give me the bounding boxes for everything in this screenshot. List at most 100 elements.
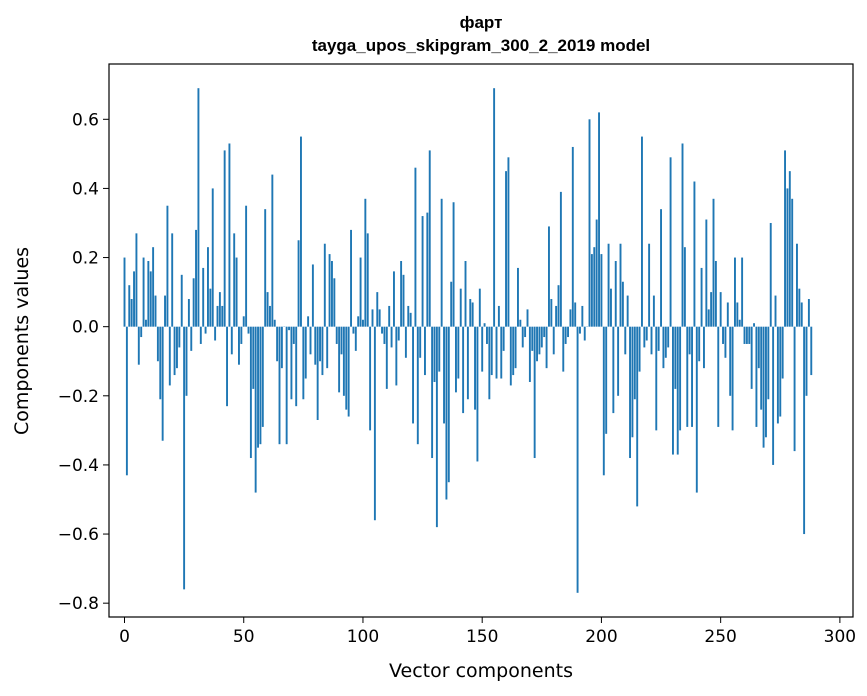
bar	[788, 171, 791, 327]
bar	[338, 326, 341, 393]
bar	[171, 233, 174, 327]
bar	[552, 326, 555, 355]
bar	[359, 257, 362, 327]
bar	[319, 326, 321, 362]
bar	[717, 326, 720, 427]
bar	[335, 326, 338, 344]
bar	[154, 295, 157, 327]
bar	[540, 326, 543, 348]
bar	[290, 326, 293, 400]
bar	[614, 261, 617, 327]
bar	[202, 267, 205, 327]
bar	[753, 323, 755, 327]
bar	[517, 267, 519, 327]
bar	[249, 326, 252, 459]
bar	[393, 271, 395, 327]
x-tick-label: 250	[704, 627, 736, 647]
bar	[168, 326, 171, 386]
bar	[369, 326, 372, 431]
bar	[166, 205, 169, 327]
bar	[493, 88, 496, 327]
bar	[383, 326, 386, 344]
bar	[571, 146, 574, 327]
bar	[748, 326, 751, 344]
bar	[593, 247, 596, 327]
bar	[602, 326, 605, 476]
bar	[636, 326, 639, 507]
bar	[264, 209, 267, 327]
bar	[450, 281, 453, 327]
bar	[416, 326, 419, 445]
bar	[185, 326, 188, 396]
bar	[569, 309, 572, 327]
bar	[197, 88, 200, 327]
bar	[762, 326, 765, 448]
bar	[531, 326, 534, 351]
bar	[271, 174, 274, 327]
bar	[548, 226, 550, 327]
bar	[734, 257, 736, 327]
bar	[228, 143, 231, 327]
bar	[328, 254, 331, 327]
bar	[311, 264, 314, 327]
bar	[781, 326, 784, 379]
bar	[133, 271, 135, 327]
bar	[233, 233, 236, 327]
bar	[791, 198, 794, 327]
bar	[497, 305, 500, 327]
bar	[581, 305, 584, 327]
bar	[600, 254, 603, 327]
bar	[276, 326, 279, 362]
bar	[631, 326, 634, 438]
x-tick-label: 0	[119, 627, 130, 647]
axes-frame	[108, 63, 854, 618]
bar	[326, 326, 329, 369]
bar	[629, 326, 631, 459]
bar	[478, 288, 481, 327]
bar	[435, 326, 438, 528]
y-tick-label: −0.8	[58, 594, 99, 614]
bar	[125, 326, 128, 476]
y-tick-label: 0.6	[72, 110, 99, 130]
bar	[667, 326, 670, 348]
bar	[741, 257, 744, 327]
bar	[652, 295, 655, 327]
bar	[412, 326, 414, 424]
bar	[183, 326, 186, 590]
bar	[419, 326, 422, 358]
bar	[743, 326, 746, 344]
bar	[800, 302, 803, 327]
bar	[443, 326, 445, 424]
bar	[483, 323, 486, 327]
bar	[745, 326, 748, 344]
bar	[266, 292, 269, 327]
bar	[643, 326, 646, 348]
bar	[180, 274, 183, 327]
x-axis-ticks: 0 50 100 150 200 250 300	[119, 617, 856, 647]
x-tick-label: 150	[466, 627, 498, 647]
bar	[173, 326, 176, 376]
y-tick-label: 0.0	[72, 318, 99, 338]
bar	[638, 326, 641, 372]
bar	[247, 326, 250, 334]
bar	[135, 233, 138, 327]
bar	[559, 191, 562, 327]
bar	[605, 326, 608, 434]
bar	[309, 326, 312, 355]
y-axis-ticks: −0.8 −0.6 −0.4 −0.2 0.0 0.2 0.4 0.6	[58, 110, 109, 614]
bar	[619, 243, 622, 327]
bar	[381, 326, 383, 334]
bar	[500, 326, 503, 379]
bar	[331, 261, 333, 327]
y-tick-label: −0.6	[58, 525, 99, 545]
bar	[729, 326, 732, 396]
bar	[509, 326, 512, 386]
bar	[807, 299, 810, 327]
bar	[796, 243, 798, 327]
bar	[805, 326, 808, 396]
bar	[347, 326, 350, 417]
bar	[481, 326, 484, 372]
bar	[567, 326, 569, 338]
bar	[712, 198, 715, 327]
bar	[710, 292, 713, 327]
